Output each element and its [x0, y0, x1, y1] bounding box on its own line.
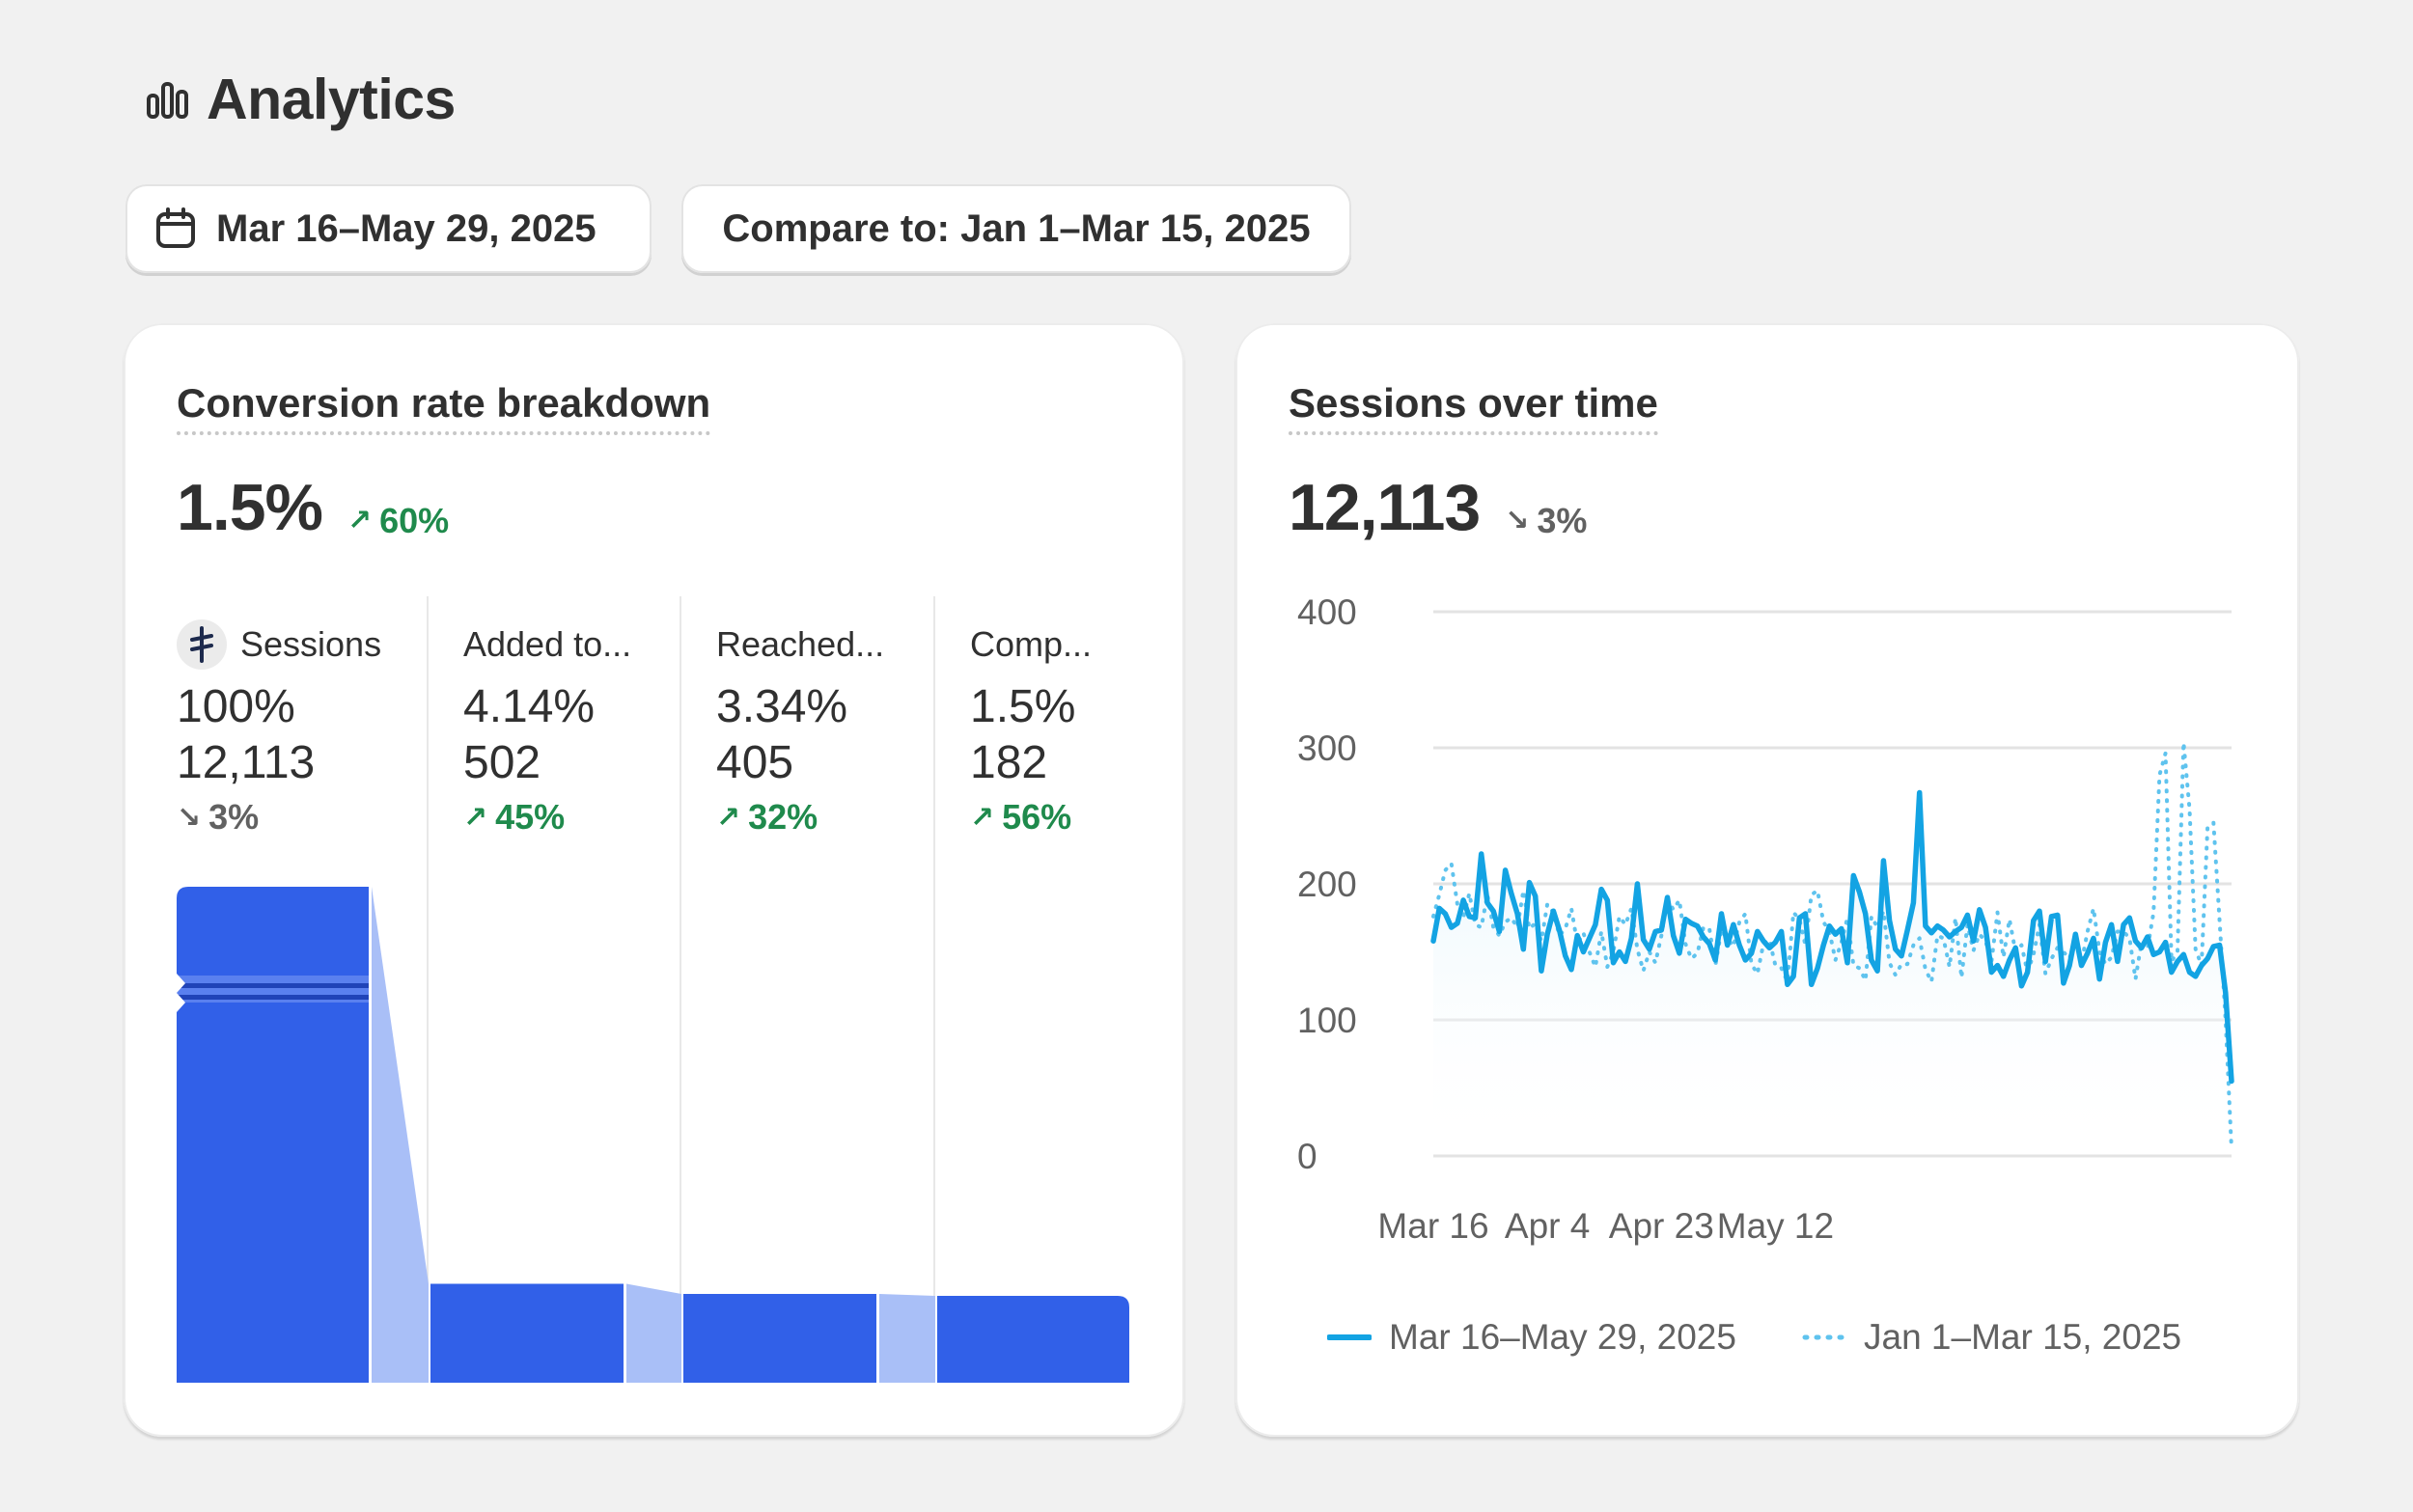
arrow-down-right-icon: ↘ [1505, 505, 1530, 536]
y-tick-label: 200 [1297, 865, 1357, 904]
sessions-icon [177, 619, 227, 670]
y-tick-label: 0 [1297, 1137, 1317, 1176]
arrow-down-right-icon: ↘ [177, 801, 202, 834]
funnel-connector [626, 1283, 681, 1383]
arrow-up-right-icon: ↗ [463, 801, 488, 834]
x-tick-label: Apr 23 [1609, 1206, 1714, 1246]
conversion-delta: ↗ 60% [347, 501, 449, 541]
calendar-icon [156, 207, 195, 248]
sessions-line-chart: 0 100 200 300 400 Mar 16 Apr 4 Apr 23 May 12 [1297, 592, 2234, 1246]
stage-count: 405 [716, 737, 794, 788]
conversion-delta-value: 60% [379, 500, 450, 540]
stage-delta: ↗ 45% [463, 797, 565, 838]
stage-name: Added to... [463, 624, 632, 664]
arrow-up-right-icon: ↗ [347, 505, 373, 536]
compare-button[interactable]: Compare to: Jan 1–Mar 15, 2025 [681, 184, 1351, 273]
x-tick-label: Apr 4 [1505, 1206, 1590, 1246]
series-line-compare[interactable] [1431, 740, 2233, 1151]
funnel-divider [427, 596, 429, 1383]
funnel-stage-added-to-cart[interactable]: Added to... 4.14% 502 ↗ 45% [463, 618, 631, 838]
page-header: Analytics [147, 66, 456, 133]
legend-item-current[interactable]: Mar 16–May 29, 2025 [1327, 1317, 1736, 1358]
bar-chart-icon [147, 82, 188, 119]
funnel-divider [933, 596, 935, 1383]
legend-solid-line-icon [1327, 1334, 1372, 1340]
y-tick-label: 400 [1297, 592, 1357, 632]
sessions-title[interactable]: Sessions over time [1289, 380, 1658, 436]
funnel-connector [879, 1293, 935, 1383]
stage-delta: ↘ 3% [177, 797, 259, 838]
arrow-up-right-icon: ↗ [970, 801, 995, 834]
funnel-divider [680, 596, 681, 1383]
sessions-delta-value: 3% [1537, 500, 1588, 540]
conversion-value: 1.5% [177, 471, 323, 544]
sessions-value: 12,113 [1289, 471, 1481, 544]
stage-delta-value: 56% [1002, 797, 1072, 837]
stage-delta-value: 3% [208, 797, 260, 837]
conversion-title[interactable]: Conversion rate breakdown [177, 380, 711, 436]
compare-label: Compare to: Jan 1–Mar 15, 2025 [722, 206, 1311, 250]
stage-delta-value: 32% [748, 797, 818, 837]
stage-count: 502 [463, 737, 541, 788]
legend-dotted-line-icon [1802, 1334, 1846, 1340]
page-title: Analytics [207, 68, 456, 131]
series-line-current[interactable] [1430, 789, 2234, 1085]
y-tick-label: 100 [1297, 1001, 1357, 1040]
funnel-bar [177, 887, 369, 1383]
date-range-label: Mar 16–May 29, 2025 [216, 206, 596, 250]
conversion-metric: 1.5% ↗ 60% [177, 470, 449, 545]
legend-item-compare[interactable]: Jan 1–Mar 15, 2025 [1802, 1317, 2181, 1358]
x-tick-label: May 12 [1717, 1206, 1834, 1246]
sessions-metric: 12,113 ↘ 3% [1289, 470, 1587, 545]
stage-percent: 100% [177, 681, 295, 732]
stage-percent: 3.34% [716, 681, 848, 732]
stage-name: Reached... [716, 624, 885, 664]
stage-count: 12,113 [177, 737, 316, 788]
funnel-stage-reached-checkout[interactable]: Reached... 3.34% 405 ↗ 32% [716, 618, 884, 838]
stage-name: Sessions [240, 624, 382, 664]
stage-name: Comp... [970, 624, 1093, 664]
axis-break-marker [177, 974, 369, 1012]
funnel-bar [937, 1296, 1129, 1383]
stage-percent: 4.14% [463, 681, 596, 732]
stage-delta: ↗ 32% [716, 797, 818, 838]
funnel-stage-completed[interactable]: Comp... 1.5% 182 ↗ 56% [970, 618, 1092, 838]
stage-delta: ↗ 56% [970, 797, 1071, 838]
arrow-up-right-icon: ↗ [716, 801, 741, 834]
funnel-connector [372, 887, 429, 1383]
sessions-card: Sessions over time 12,113 ↘ 3% 0 100 200 30… [1235, 323, 2299, 1437]
x-tick-label: Mar 16 [1377, 1206, 1488, 1246]
funnel-bar [430, 1283, 624, 1383]
stage-percent: 1.5% [970, 681, 1076, 732]
stage-delta-value: 45% [495, 797, 566, 837]
series-area [1433, 792, 2232, 1156]
date-range-button[interactable]: Mar 16–May 29, 2025 [125, 184, 652, 273]
stage-count: 182 [970, 737, 1048, 788]
funnel-bar [683, 1293, 876, 1383]
legend-label: Mar 16–May 29, 2025 [1389, 1317, 1736, 1357]
y-tick-label: 300 [1297, 729, 1357, 768]
conversion-card: Conversion rate breakdown 1.5% ↗ 60% Ses… [124, 323, 1184, 1437]
legend-label: Jan 1–Mar 15, 2025 [1864, 1317, 2182, 1357]
sessions-delta: ↘ 3% [1505, 501, 1587, 541]
funnel-stage-sessions[interactable]: Sessions 100% 12,113 ↘ 3% [177, 618, 381, 838]
